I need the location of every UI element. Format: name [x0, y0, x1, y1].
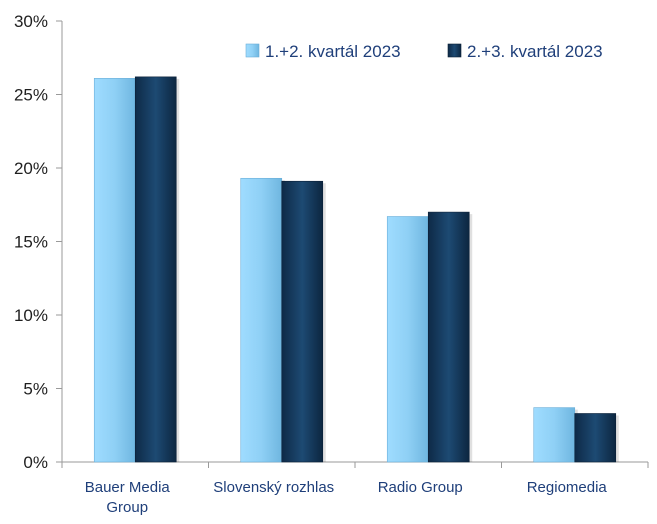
- bar-series-2: [574, 413, 617, 463]
- y-tick-label: 25%: [14, 86, 48, 105]
- y-tick-label: 15%: [14, 233, 48, 252]
- legend-label: 1.+2. kvartál 2023: [265, 42, 401, 61]
- y-tick-label: 0%: [23, 453, 48, 472]
- bar-series-1: [93, 78, 136, 463]
- y-tick-label: 10%: [14, 306, 48, 325]
- bar-series-2: [281, 180, 324, 463]
- legend-swatch: [447, 43, 462, 58]
- bar-series-1: [386, 216, 429, 463]
- legend: 1.+2. kvartál 2023 2.+3. kvartál 2023: [245, 42, 603, 61]
- bars: [93, 76, 619, 463]
- bar-series-2: [427, 211, 470, 463]
- labels: 0% 5% 10% 15% 20% 25% 30% Bauer Media Group Slove…: [14, 12, 607, 516]
- y-tick-label: 30%: [14, 12, 48, 31]
- x-tick-label: Radio Group: [378, 479, 463, 496]
- legend-label: 2.+3. kvartál 2023: [467, 42, 603, 61]
- x-tick-label: Regiomedia: [527, 479, 608, 496]
- x-tick-label: Slovenský rozhlas: [213, 479, 334, 496]
- bar-series-2: [134, 76, 177, 463]
- bar-series-1: [240, 177, 283, 463]
- legend-swatch: [245, 43, 260, 58]
- bar-series-1: [533, 407, 576, 463]
- y-tick-label: 20%: [14, 159, 48, 178]
- x-tick-label: Group: [106, 499, 148, 516]
- x-tick-label: Bauer Media: [85, 479, 171, 496]
- y-tick-label: 5%: [23, 380, 48, 399]
